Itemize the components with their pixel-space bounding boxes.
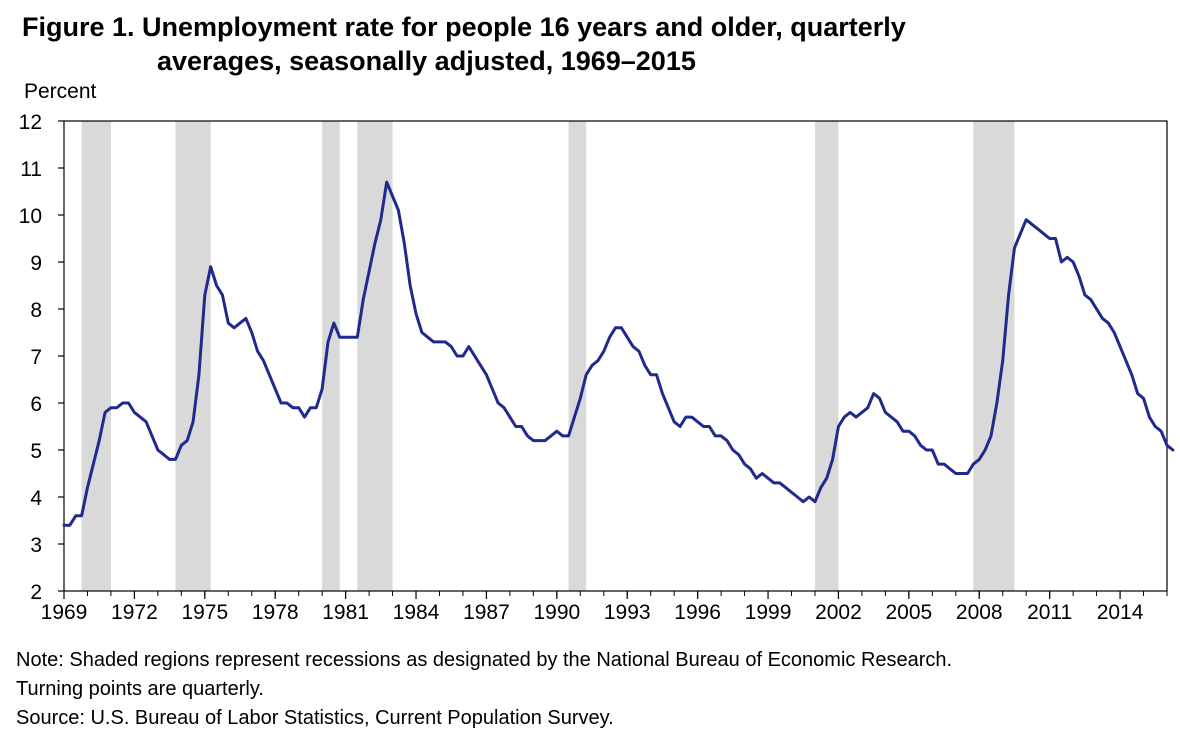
axes-group: 2 3 4 5 6 7 8 9 10 11 12 1969 1972 1975 1978 1981 1984 19… — [19, 111, 1168, 624]
recession-band-1 — [81, 121, 111, 591]
recession-shading-group — [81, 121, 1015, 591]
line-chart: 2 3 4 5 6 7 8 9 10 11 12 1969 1972 1975 1978 1981 1984 19… — [19, 111, 1175, 624]
x-tick-label-1996: 1996 — [674, 601, 721, 624]
recession-band-2 — [175, 121, 211, 591]
chart-title-line-2: averages, seasonally adjusted, 1969–2015 — [157, 46, 696, 76]
x-tick-label-2005: 2005 — [885, 601, 932, 624]
chart-title-line-1: Figure 1. Unemployment rate for people 1… — [22, 12, 906, 42]
recession-band-5 — [568, 121, 587, 591]
y-tick-label-7: 7 — [30, 346, 42, 369]
y-tick-label-11: 11 — [20, 158, 42, 181]
recession-band-6 — [814, 121, 839, 591]
recession-band-3 — [322, 121, 340, 591]
x-tick-label-1978: 1978 — [252, 601, 299, 624]
y-tick-label-6: 6 — [30, 393, 42, 416]
y-tick-label-2: 2 — [30, 581, 42, 604]
x-tick-label-1987: 1987 — [463, 601, 510, 624]
series-group — [62, 180, 1175, 527]
recession-band-7 — [973, 121, 1015, 591]
x-tick-label-1993: 1993 — [604, 601, 651, 624]
source-line: Source: U.S. Bureau of Labor Statistics,… — [16, 707, 614, 729]
y-tick-label-5: 5 — [30, 440, 42, 463]
y-axis-label: Percent — [24, 80, 97, 103]
y-tick-label-4: 4 — [30, 487, 42, 510]
x-tick-label-2002: 2002 — [815, 601, 862, 624]
y-tick-label-3: 3 — [30, 534, 42, 557]
y-tick-label-8: 8 — [30, 299, 42, 322]
recession-band-4 — [357, 121, 393, 591]
x-tick-label-2011: 2011 — [1027, 601, 1072, 624]
x-tick-label-1981: 1981 — [322, 601, 369, 624]
series-line-1 — [62, 180, 1175, 527]
x-tick-label-1999: 1999 — [745, 601, 792, 624]
x-tick-label-1990: 1990 — [533, 601, 580, 624]
x-tick-label-2008: 2008 — [956, 601, 1003, 624]
x-tick-label-1969: 1969 — [41, 601, 88, 624]
y-tick-label-9: 9 — [30, 252, 42, 275]
chart-notes: Note: Shaded regions represent recession… — [16, 646, 1176, 733]
x-tick-label-1972: 1972 — [111, 601, 158, 624]
y-tick-label-12: 12 — [19, 111, 42, 134]
note-line-2: Turning points are quarterly. — [16, 678, 264, 700]
x-tick-label-1975: 1975 — [181, 601, 228, 624]
y-tick-label-10: 10 — [19, 205, 42, 228]
x-tick-label-2014: 2014 — [1097, 601, 1144, 624]
chart-title: Figure 1. Unemployment rate for people 1… — [22, 10, 1162, 78]
note-line-1: Note: Shaded regions represent recession… — [16, 649, 953, 671]
x-tick-label-1984: 1984 — [393, 601, 440, 624]
